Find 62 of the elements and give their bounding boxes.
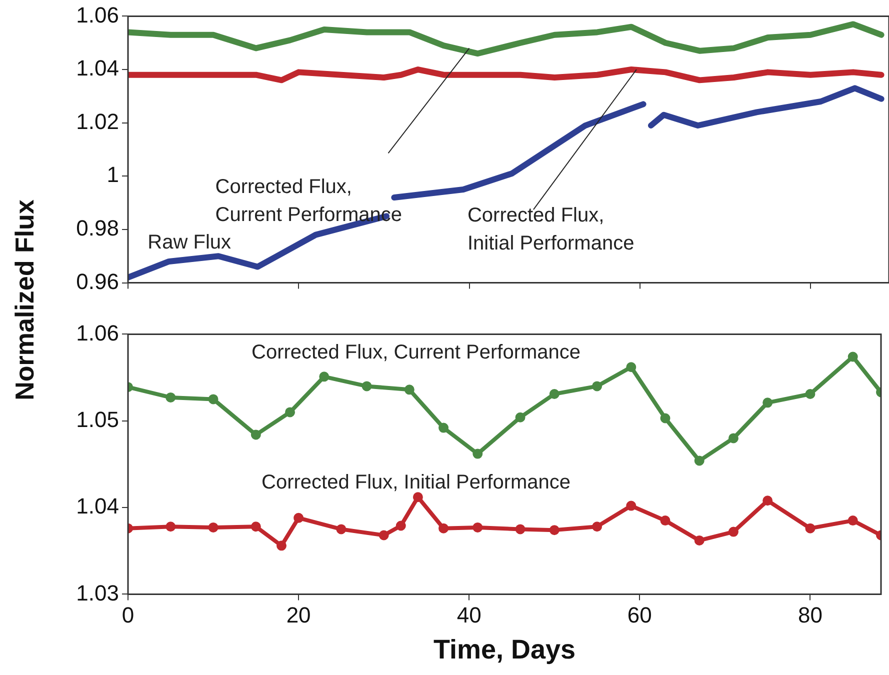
point — [626, 362, 636, 372]
point — [694, 456, 704, 466]
point — [396, 520, 406, 531]
point — [660, 516, 670, 526]
point — [805, 389, 816, 399]
point — [805, 523, 816, 534]
x-tick-label: 0 — [122, 602, 134, 628]
point — [166, 392, 176, 402]
point — [549, 525, 560, 536]
point — [276, 540, 286, 551]
x-tick-label: 60 — [627, 602, 652, 628]
point — [592, 381, 602, 392]
point — [285, 407, 296, 418]
y-tick-label: 1.06 — [76, 320, 119, 346]
annotation: Corrected Flux, Current Performance — [215, 176, 402, 226]
point — [694, 535, 704, 546]
point — [336, 524, 346, 534]
x-axis-title: Time, Days — [433, 634, 576, 664]
point — [848, 516, 858, 526]
x-tick-label: 40 — [456, 602, 482, 628]
point — [208, 394, 218, 404]
point — [208, 522, 218, 532]
point — [438, 422, 449, 433]
point — [472, 522, 483, 532]
y-axis-title: Normalized Flux — [10, 200, 40, 400]
point — [404, 384, 414, 395]
y-tick-label: 1.02 — [76, 108, 119, 134]
point — [762, 398, 773, 408]
point — [250, 522, 261, 532]
point — [549, 389, 560, 399]
point — [515, 524, 526, 534]
annotation: Corrected Flux, Initial Performance — [261, 472, 571, 494]
point — [728, 433, 738, 444]
point — [438, 523, 449, 534]
y-tick-label: 0.96 — [76, 268, 119, 294]
x-tick-label: 80 — [798, 602, 822, 628]
y-tick-label: 1 — [106, 162, 119, 188]
y-tick-label: 1.05 — [76, 406, 119, 432]
point — [592, 522, 602, 532]
point — [626, 500, 636, 511]
y-tick-label: 1.03 — [76, 580, 119, 606]
point — [412, 492, 423, 502]
x-tick-label: 20 — [286, 602, 311, 628]
point — [472, 448, 483, 459]
point — [660, 413, 670, 424]
point — [728, 526, 738, 537]
point — [166, 522, 176, 532]
y-tick-label: 0.98 — [76, 216, 119, 241]
y-tick-label: 1.04 — [76, 56, 119, 81]
annotation: Corrected Flux, Current Performance — [251, 342, 581, 364]
point — [762, 496, 773, 506]
point — [294, 512, 304, 523]
point — [378, 530, 389, 540]
point — [319, 372, 330, 382]
point — [250, 430, 261, 440]
point — [362, 381, 372, 392]
point — [848, 352, 858, 362]
y-tick-label: 1.06 — [76, 2, 119, 28]
point — [515, 412, 526, 422]
annotation: Corrected Flux, Initial Performance — [467, 204, 634, 255]
y-tick-label: 1.04 — [76, 494, 119, 519]
annotation: Raw Flux — [148, 231, 232, 254]
